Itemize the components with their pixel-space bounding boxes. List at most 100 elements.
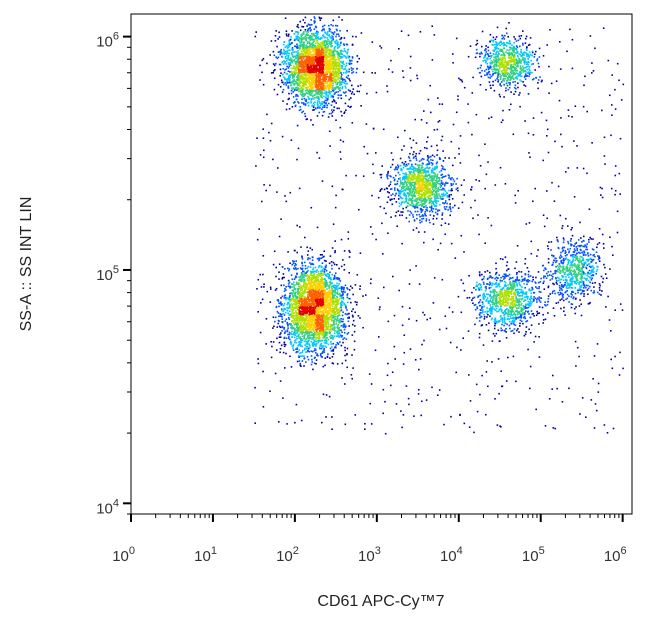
event-point (319, 303, 321, 306)
event-point (294, 104, 297, 107)
event-point (306, 254, 309, 256)
event-point (296, 335, 298, 338)
event-point (309, 86, 312, 89)
event-point (329, 59, 331, 61)
event-point (325, 88, 327, 90)
event-point (314, 325, 316, 327)
event-point (336, 291, 339, 293)
event-point (331, 325, 334, 327)
event-point (331, 311, 334, 314)
event-point (305, 325, 307, 328)
event-point (322, 55, 324, 58)
event-point (346, 288, 349, 290)
event-point (339, 65, 341, 68)
event-point (299, 85, 301, 87)
event-point (319, 103, 322, 105)
event-point (338, 69, 341, 71)
event-point (312, 106, 315, 109)
event-point (300, 317, 303, 320)
event-point (313, 22, 316, 24)
event-point (348, 57, 350, 59)
event-point (330, 24, 332, 26)
event-point (315, 71, 317, 74)
event-point (303, 335, 305, 337)
event-point (347, 297, 350, 300)
event-point (337, 69, 340, 72)
event-point (301, 345, 304, 348)
event-point (308, 48, 310, 50)
event-point (284, 294, 287, 296)
event-point (299, 108, 302, 111)
event-point (295, 72, 297, 74)
event-point (327, 326, 329, 328)
event-point (337, 284, 339, 287)
event-point (297, 78, 300, 81)
event-point (304, 74, 307, 76)
event-point (294, 284, 296, 286)
event-point (316, 303, 318, 306)
event-point (313, 55, 316, 57)
event-point (306, 51, 308, 54)
event-point (325, 96, 327, 98)
event-point (298, 60, 300, 63)
event-point (286, 80, 288, 82)
event-point (307, 57, 309, 59)
event-point (322, 66, 324, 69)
event-point (332, 353, 335, 355)
event-point (338, 35, 340, 37)
event-point (292, 76, 294, 78)
event-point (313, 299, 315, 301)
event-point (341, 53, 344, 56)
event-point (338, 328, 341, 331)
event-point (325, 264, 327, 267)
event-point (351, 84, 353, 87)
event-point (299, 345, 302, 347)
event-point (319, 50, 321, 52)
event-point (337, 314, 340, 317)
event-point (315, 291, 317, 294)
event-point (344, 304, 347, 306)
event-point (322, 87, 325, 89)
event-point (312, 47, 314, 49)
event-point (278, 325, 281, 328)
event-point (319, 284, 322, 286)
event-point (305, 100, 307, 103)
event-point (335, 35, 337, 38)
event-point (296, 348, 299, 350)
event-point (323, 110, 326, 113)
event-point (343, 48, 346, 50)
event-point (339, 87, 342, 89)
event-point (324, 345, 327, 348)
event-point (315, 81, 317, 83)
event-point (330, 327, 332, 329)
event-point (334, 88, 336, 90)
event-point (328, 293, 330, 296)
event-point (325, 295, 328, 298)
event-point (286, 58, 288, 60)
event-point (312, 124, 314, 126)
event-point (312, 54, 314, 56)
event-point (353, 340, 356, 343)
event-point (321, 289, 323, 292)
event-point (290, 342, 293, 344)
event-point (304, 48, 307, 51)
event-point (335, 42, 338, 45)
event-point (307, 296, 310, 299)
event-point (333, 93, 336, 95)
event-point (303, 357, 306, 359)
event-point (304, 55, 306, 58)
event-point (300, 60, 303, 62)
event-point (310, 73, 313, 75)
event-point (318, 42, 320, 45)
event-point (296, 86, 298, 89)
event-point (315, 299, 318, 301)
event-point (322, 44, 325, 47)
event-point (270, 40, 273, 42)
event-point (352, 316, 354, 318)
event-point (309, 24, 312, 26)
event-point (317, 281, 320, 283)
event-point (321, 278, 324, 281)
event-point (317, 270, 320, 273)
event-point (318, 70, 320, 72)
event-point (328, 55, 331, 58)
